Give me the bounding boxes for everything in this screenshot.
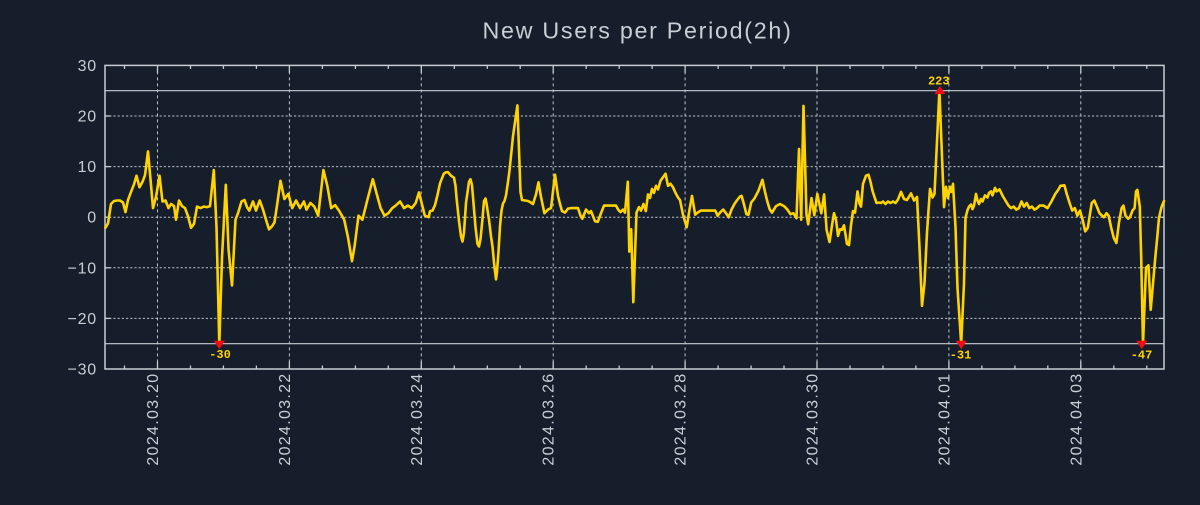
svg-text:10: 10 — [78, 159, 97, 176]
svg-text:−10: −10 — [67, 260, 97, 277]
svg-text:-47: -47 — [1131, 348, 1153, 362]
svg-text:0: 0 — [87, 210, 97, 227]
svg-text:-31: -31 — [950, 348, 972, 362]
svg-text:20: 20 — [78, 109, 97, 126]
svg-text:2024.03.26: 2024.03.26 — [541, 373, 558, 466]
svg-text:2024.03.24: 2024.03.24 — [409, 373, 426, 466]
svg-text:−30: −30 — [67, 362, 97, 379]
svg-text:2024.04.01: 2024.04.01 — [936, 373, 953, 466]
svg-text:2024.03.28: 2024.03.28 — [673, 373, 690, 466]
svg-text:New Users per Period(2h): New Users per Period(2h) — [482, 18, 792, 44]
svg-text:-30: -30 — [209, 348, 231, 362]
svg-text:223: 223 — [928, 75, 950, 89]
svg-text:30: 30 — [78, 58, 97, 75]
svg-text:2024.03.30: 2024.03.30 — [805, 373, 822, 466]
svg-text:2024.03.22: 2024.03.22 — [277, 373, 294, 466]
svg-text:−20: −20 — [67, 311, 97, 328]
svg-text:2024.03.20: 2024.03.20 — [145, 373, 162, 466]
svg-text:2024.04.03: 2024.04.03 — [1068, 373, 1085, 466]
